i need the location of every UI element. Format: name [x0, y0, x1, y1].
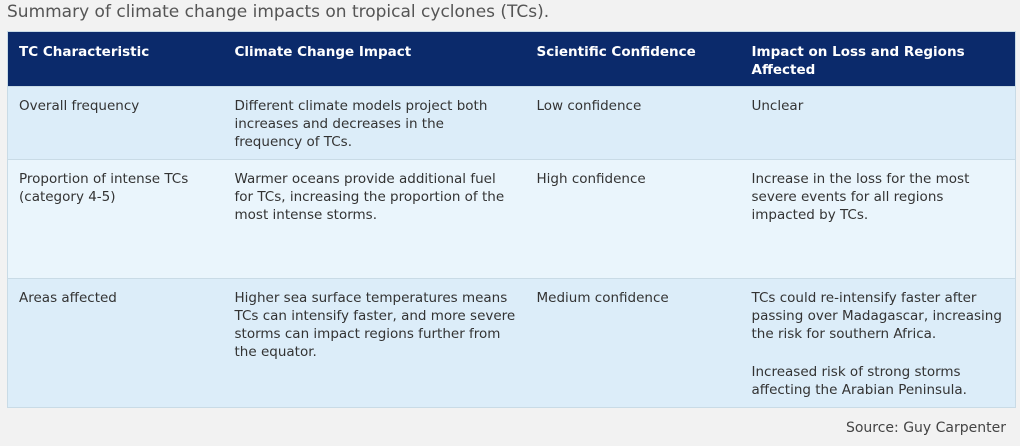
cell-characteristic: Overall frequency [7, 86, 224, 160]
header-climate-change-impact: Climate Change Impact [223, 31, 526, 87]
header-tc-characteristic: TC Characteristic [7, 31, 224, 87]
cell-impact: Different climate models project both in… [223, 86, 526, 160]
header-scientific-confidence: Scientific Confidence [525, 31, 741, 87]
table-row: Overall frequency Different climate mode… [7, 86, 1016, 160]
loss-paragraph: Unclear [751, 98, 804, 114]
cell-characteristic: Proportion of intense TCs (category 4-5) [7, 159, 224, 279]
cell-confidence: High confidence [525, 159, 741, 279]
cell-confidence: Low confidence [525, 86, 741, 160]
cell-impact: Higher sea surface temperatures means TC… [223, 278, 526, 408]
loss-paragraph: TCs could re-intensify faster after pass… [751, 290, 1002, 342]
cell-impact: Warmer oceans provide additional fuel fo… [223, 159, 526, 279]
table-row: Areas affected Higher sea surface temper… [7, 278, 1016, 408]
loss-paragraph: Increase in the loss for the most severe… [751, 171, 970, 223]
cell-confidence: Medium confidence [525, 278, 741, 408]
cell-loss: Increase in the loss for the most severe… [740, 159, 1016, 279]
table-row: Proportion of intense TCs (category 4-5)… [7, 159, 1016, 279]
climate-impacts-table: TC Characteristic Climate Change Impact … [7, 31, 1016, 408]
cell-loss: TCs could re-intensify faster after pass… [740, 278, 1016, 408]
loss-paragraph: Increased risk of strong storms affectin… [751, 364, 967, 398]
table-header-row: TC Characteristic Climate Change Impact … [7, 31, 1016, 87]
header-impact-on-loss: Impact on Loss and Regions Affected [740, 31, 1016, 87]
cell-characteristic: Areas affected [7, 278, 224, 408]
table-caption: Summary of climate change impacts on tro… [7, 2, 550, 22]
cell-loss: Unclear [740, 86, 1016, 160]
source-credit: Source: Guy Carpenter [845, 420, 1006, 436]
